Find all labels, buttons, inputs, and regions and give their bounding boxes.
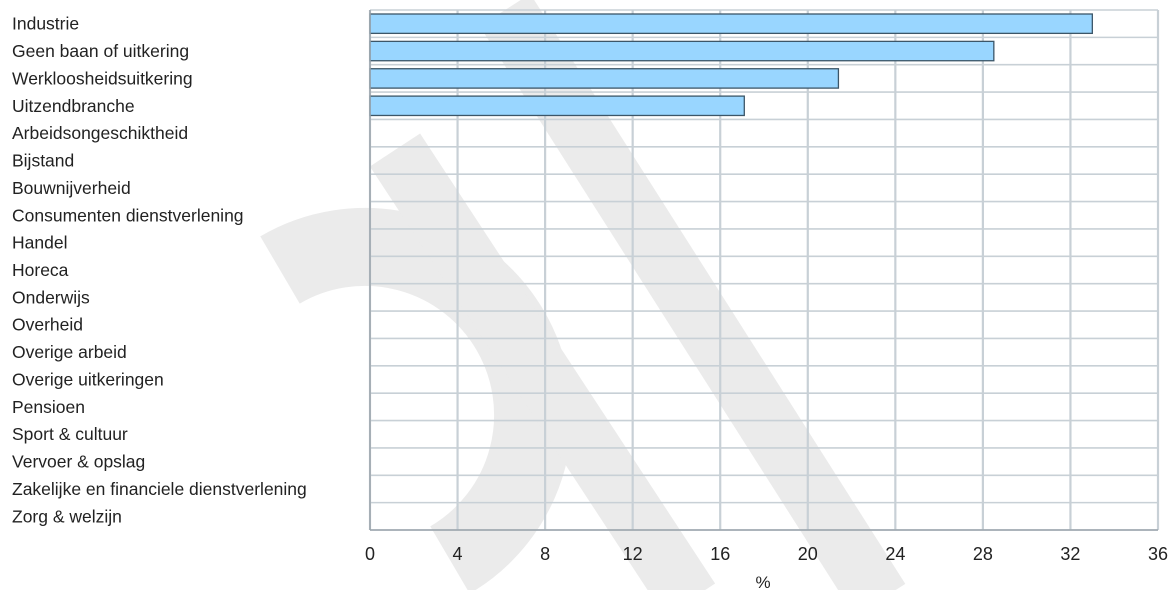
x-tick-label: 8 — [540, 544, 550, 564]
bar-2 — [369, 68, 840, 89]
category-label: Geen baan of uitkering — [12, 41, 189, 61]
category-label: Arbeidsongeschiktheid — [12, 123, 188, 143]
category-label: Vervoer & opslag — [12, 452, 145, 472]
category-label: Bouwnijverheid — [12, 178, 131, 198]
x-tick-label: 12 — [623, 544, 643, 564]
category-label: Industrie — [12, 14, 79, 34]
category-label: Handel — [12, 233, 67, 253]
bar-0 — [369, 13, 1093, 35]
category-label: Overheid — [12, 315, 83, 335]
x-tick-label: 28 — [973, 544, 993, 564]
category-label: Zakelijke en financiele dienstverlening — [12, 479, 307, 499]
category-labels: Industrie Geen baan of uitkering Werkloosh… — [12, 14, 307, 527]
category-label: Sport & cultuur — [12, 424, 128, 444]
x-tick-label: 16 — [710, 544, 730, 564]
x-tick-label: 32 — [1060, 544, 1080, 564]
x-tick-label: 36 — [1148, 544, 1168, 564]
x-tick-label: 20 — [798, 544, 818, 564]
x-tick-label: 0 — [365, 544, 375, 564]
x-tick-label: 24 — [885, 544, 905, 564]
category-label: Overige arbeid — [12, 342, 127, 362]
x-tick-label: 4 — [453, 544, 463, 564]
category-label: Uitzendbranche — [12, 96, 135, 116]
bar-1 — [369, 40, 995, 62]
category-label: Werkloosheidsuitkering — [12, 68, 193, 88]
category-label: Zorg & welzijn — [12, 506, 122, 526]
bar-3 — [369, 95, 745, 117]
category-label: Pensioen — [12, 397, 85, 417]
watermark-stroke-1 — [369, 133, 716, 590]
category-label: Consumenten dienstverlening — [12, 205, 244, 225]
axes — [369, 10, 1158, 531]
category-label: Overige uitkeringen — [12, 369, 164, 389]
tick-labels: 0 4 8 12 16 20 24 28 32 36 — [365, 544, 1168, 564]
category-label: Onderwijs — [12, 287, 90, 307]
x-axis-title: % — [755, 573, 770, 590]
category-label: Bijstand — [12, 151, 74, 171]
category-label: Horeca — [12, 260, 69, 280]
